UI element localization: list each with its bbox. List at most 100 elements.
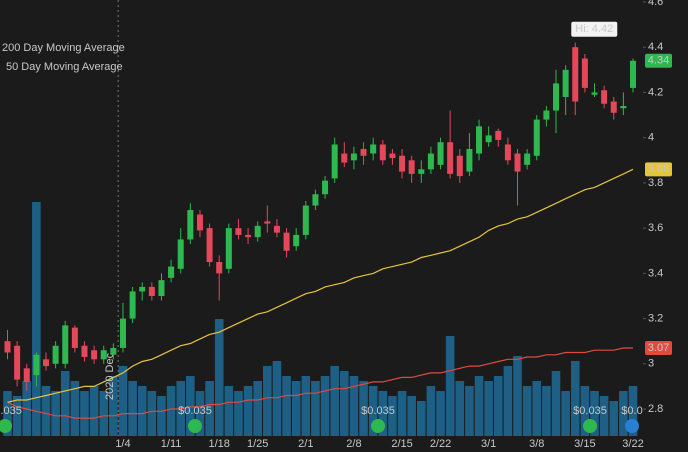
dividend-amount: $0.035 bbox=[573, 405, 607, 417]
candle-body bbox=[418, 169, 425, 174]
volume-bar bbox=[493, 376, 503, 436]
candle-body bbox=[206, 228, 213, 263]
volume-bar bbox=[561, 391, 570, 436]
volume-bar bbox=[118, 366, 128, 436]
candle-body bbox=[225, 228, 232, 269]
volume-bar bbox=[609, 401, 619, 436]
volume-bar bbox=[291, 381, 301, 436]
candle-body bbox=[216, 262, 223, 274]
volume-bar bbox=[51, 391, 60, 436]
candle-body bbox=[33, 354, 40, 376]
candle-body bbox=[14, 345, 21, 380]
volume-bar bbox=[234, 391, 243, 436]
volume-bar bbox=[70, 381, 80, 436]
y-tick-label: 3.2 bbox=[648, 312, 663, 324]
candle-body bbox=[427, 153, 434, 170]
candle-body bbox=[129, 291, 136, 319]
high-label-box bbox=[571, 21, 618, 37]
volume-bar bbox=[426, 386, 436, 436]
candle-body bbox=[23, 368, 30, 382]
candle-body bbox=[4, 341, 11, 353]
y-tick-label: 2.8 bbox=[648, 403, 663, 415]
candle-body bbox=[408, 160, 415, 174]
x-tick-label: 3/15 bbox=[574, 438, 595, 450]
volume-bar bbox=[320, 376, 330, 436]
volume-bar bbox=[407, 396, 416, 436]
dividend-amount: $0.035 bbox=[361, 405, 395, 417]
moving-average-line bbox=[7, 347, 633, 419]
volume-bar bbox=[619, 391, 628, 436]
price-tag-label: 4.34 bbox=[648, 55, 669, 67]
dividend-icon bbox=[188, 419, 202, 433]
candle-body bbox=[158, 280, 165, 296]
volume-bar bbox=[99, 391, 109, 436]
y-tick-label: 3 bbox=[648, 358, 654, 370]
x-tick-label: 1/11 bbox=[161, 438, 182, 450]
volume-bar bbox=[32, 202, 41, 436]
candle-body bbox=[119, 318, 126, 348]
volume-bar bbox=[378, 391, 388, 436]
volume-bar bbox=[166, 386, 176, 436]
volume-bar bbox=[580, 386, 590, 436]
volume-bar bbox=[272, 361, 282, 436]
dividend-amount: $0.035 bbox=[0, 405, 22, 417]
y-tick-label: 3.4 bbox=[648, 267, 663, 279]
year-marker: 2020 Dec bbox=[104, 352, 116, 400]
candle-body bbox=[572, 47, 579, 102]
volume-bar bbox=[263, 366, 272, 436]
dividend-amount: $0.035 bbox=[178, 405, 212, 417]
candle-body bbox=[524, 153, 531, 165]
legend-entry: 200 Day Moving Average bbox=[2, 42, 125, 54]
volume-bar bbox=[532, 381, 542, 436]
candle-body bbox=[543, 110, 550, 120]
volume-bar bbox=[522, 386, 532, 436]
candle-body bbox=[350, 153, 357, 161]
x-tick-label: 3/1 bbox=[481, 438, 496, 450]
volume-bar bbox=[340, 371, 349, 436]
candle-body bbox=[466, 148, 473, 172]
candle-body bbox=[52, 345, 59, 364]
candle-body bbox=[264, 221, 271, 224]
y-tick-label: 3.8 bbox=[648, 177, 663, 189]
volume-bar bbox=[349, 376, 359, 436]
candle-body bbox=[610, 101, 617, 113]
candle-body bbox=[514, 153, 521, 172]
candle-body bbox=[360, 148, 367, 156]
volume-bar bbox=[282, 376, 291, 436]
y-tick-label: 4.4 bbox=[648, 41, 663, 53]
x-tick-label: 1/4 bbox=[115, 438, 130, 450]
candle-body bbox=[456, 155, 463, 177]
candle-body bbox=[148, 286, 155, 296]
moving-average-line bbox=[7, 168, 634, 403]
volume-bar bbox=[60, 371, 70, 436]
candle-body bbox=[273, 225, 280, 233]
volume-bar bbox=[551, 371, 561, 436]
y-tick-label: 4 bbox=[648, 132, 654, 144]
volume-bar bbox=[109, 376, 118, 436]
candle-body bbox=[341, 153, 348, 163]
dividend-amount: $0.0 bbox=[621, 405, 642, 417]
volume-bar bbox=[368, 386, 378, 436]
volume-bar bbox=[147, 391, 157, 436]
volume-bar bbox=[186, 376, 195, 436]
candle-body bbox=[620, 106, 627, 109]
candle-body bbox=[485, 135, 492, 143]
dividend-icon bbox=[371, 419, 385, 433]
candle-body bbox=[187, 210, 194, 240]
volume-bar bbox=[397, 391, 407, 436]
candle-body bbox=[254, 225, 261, 238]
volume-bar bbox=[137, 386, 147, 436]
volume-bar bbox=[301, 376, 311, 436]
candle-body bbox=[591, 92, 598, 95]
candle-body bbox=[629, 60, 636, 88]
x-tick-label: 2/22 bbox=[430, 438, 451, 450]
volume-bar bbox=[445, 336, 455, 436]
x-tick-label: 3/22 bbox=[622, 438, 643, 450]
volume-bar bbox=[465, 386, 474, 436]
candle-body bbox=[553, 83, 560, 111]
dividend-icon bbox=[625, 419, 639, 433]
candle-body bbox=[322, 180, 329, 195]
candle-body bbox=[370, 144, 377, 154]
candle-body bbox=[245, 234, 252, 238]
volume-bar bbox=[3, 391, 12, 436]
